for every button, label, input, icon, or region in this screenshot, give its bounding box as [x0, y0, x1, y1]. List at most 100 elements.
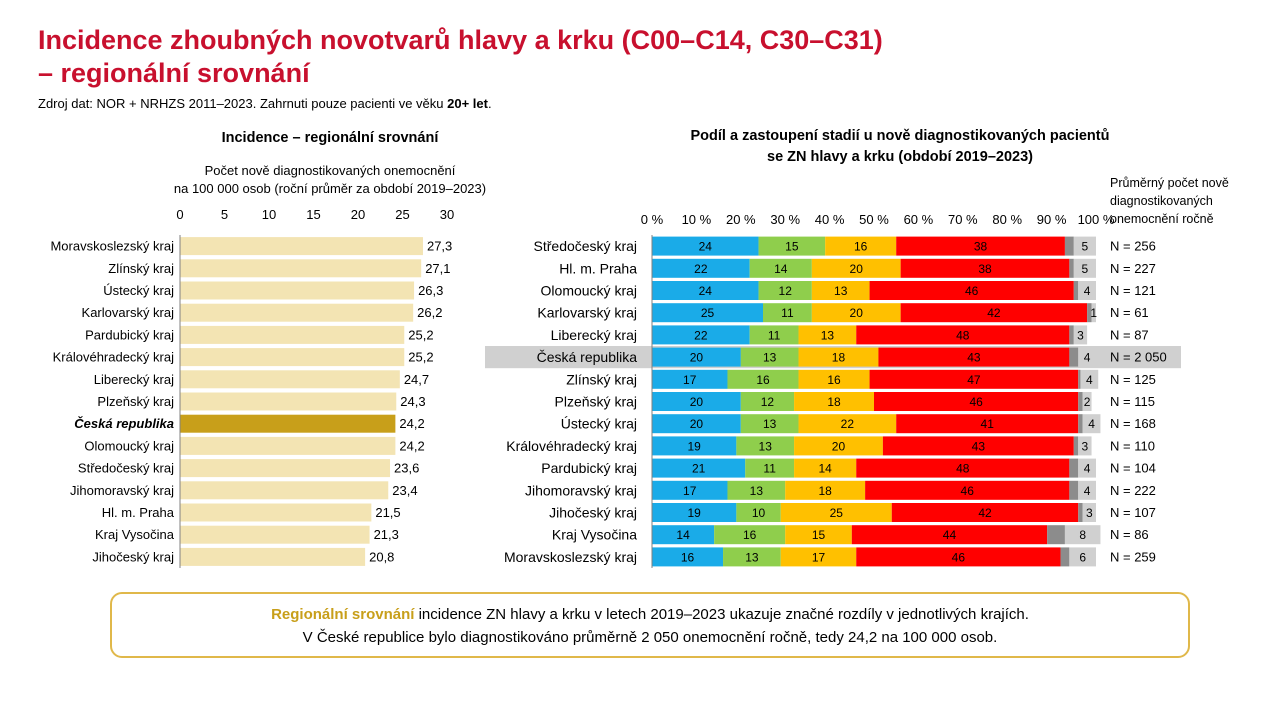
- summary-text1: incidence ZN hlavy a krku v letech 2019–…: [414, 606, 1029, 623]
- stage-segment-label: 24: [699, 284, 713, 298]
- stage-segment-label: 22: [694, 328, 708, 342]
- stage-segment-label: 10: [752, 506, 766, 520]
- incidence-value-label: 24,2: [399, 416, 424, 431]
- stage-bar-segment: [798, 325, 857, 345]
- stage-n-label: N = 227: [1110, 261, 1156, 276]
- stage-segment-label: 46: [961, 484, 975, 498]
- incidence-value-label: 26,3: [418, 283, 443, 298]
- incidence-value-label: 23,4: [392, 483, 417, 498]
- stage-bar-segment: [882, 436, 1074, 456]
- stage-segment-label: 3: [1086, 506, 1093, 520]
- stage-segment-label: 21: [692, 462, 706, 476]
- stage-segment-label: 11: [763, 462, 776, 476]
- incidence-bar: [180, 237, 423, 256]
- stage-bar-segment: [652, 258, 750, 278]
- stage-segment-label: 16: [854, 240, 868, 254]
- stage-bar-segment: [798, 369, 870, 389]
- stage-segment-label: 46: [969, 395, 983, 409]
- incidence-value-label: 25,2: [408, 350, 433, 365]
- stage-n-label: N = 168: [1110, 416, 1156, 431]
- stage-segment-label: 11: [781, 306, 794, 320]
- stage-bar-segment: [763, 303, 812, 323]
- stage-segment-label: 20: [690, 417, 704, 431]
- stage-bar-segment: [1060, 547, 1070, 567]
- n-column-header-line1: Průměrný počet nově: [1110, 176, 1229, 190]
- stage-segment-label: 1: [1090, 306, 1097, 320]
- stage-bar-segment: [652, 281, 759, 300]
- stage-segment-label: 20: [832, 439, 846, 453]
- incidence-chart-title: Incidence – regionální srovnání: [221, 130, 439, 146]
- stage-category-label: Kraj Vysočina: [552, 527, 637, 543]
- incidence-x-tick-label: 0: [176, 207, 183, 222]
- stage-bar-segment: [811, 258, 901, 278]
- stage-category-label: Královéhradecký kraj: [506, 438, 637, 454]
- stage-x-tick-label: 20 %: [726, 212, 756, 227]
- stage-segment-label: 13: [834, 284, 848, 298]
- stage-bar-segment: [1069, 458, 1079, 478]
- stage-bar-segment: [714, 525, 786, 545]
- stage-chart-title: Podíl a zastoupení stadií u nově diagnos…: [600, 126, 1200, 168]
- stage-segment-label: 22: [841, 417, 855, 431]
- stage-bar-segment: [785, 525, 852, 545]
- stage-segment-label: 20: [850, 262, 864, 276]
- stage-n-label: N = 256: [1110, 239, 1156, 254]
- stage-n-label: N = 87: [1110, 327, 1149, 342]
- stage-x-tick-label: 100 %: [1078, 212, 1115, 227]
- stage-bar-segment: [652, 236, 759, 256]
- incidence-value-label: 25,2: [408, 327, 433, 342]
- n-column-header: Průměrný počet nově diagnostikovaných on…: [1110, 174, 1270, 228]
- stage-segment-label: 2: [1084, 395, 1091, 409]
- stage-segment-label: 25: [701, 306, 715, 320]
- stage-bar-segment: [758, 281, 812, 300]
- stage-bar-segment: [652, 503, 737, 522]
- stage-segment-label: 19: [688, 439, 702, 453]
- stage-bar-segment: [652, 458, 746, 478]
- incidence-axis-title-line1: Počet nově diagnostikovaných onemocnění: [204, 163, 456, 178]
- incidence-value-label: 21,3: [374, 527, 399, 542]
- incidence-category-label: Ústecký kraj: [103, 283, 174, 298]
- stage-segment-label: 24: [699, 240, 713, 254]
- stage-bar-segment: [652, 547, 724, 567]
- stage-bar-segment: [1078, 347, 1096, 367]
- stage-bar-segment: [878, 347, 1070, 367]
- incidence-bar: [180, 303, 414, 322]
- incidence-bar: [180, 348, 405, 367]
- stage-x-tick-label: 40 %: [815, 212, 845, 227]
- incidence-category-label: Moravskoslezský kraj: [50, 239, 174, 254]
- stage-bar-segment: [825, 236, 897, 256]
- incidence-x-tick-label: 20: [351, 207, 365, 222]
- stage-bar-segment: [1082, 503, 1096, 522]
- stage-bar-segment: [736, 503, 781, 522]
- stage-segment-label: 20: [690, 351, 704, 365]
- stage-segment-label: 48: [956, 328, 970, 342]
- stage-n-label: N = 104: [1110, 461, 1156, 476]
- stage-segment-label: 12: [761, 395, 775, 409]
- stage-x-tick-label: 60 %: [904, 212, 934, 227]
- stage-segment-label: 13: [763, 351, 777, 365]
- incidence-category-label: Jihomoravský kraj: [70, 483, 174, 498]
- incidence-bar: [180, 370, 400, 389]
- stage-bar-segment: [740, 414, 799, 434]
- stage-bar-segment: [1082, 414, 1101, 434]
- page-title: Incidence zhoubných novotvarů hlavy a kr…: [38, 24, 1238, 90]
- stage-segment-label: 13: [759, 439, 773, 453]
- stage-segment-label: 16: [827, 373, 841, 387]
- incidence-bar: [180, 459, 391, 478]
- stage-bar-segment: [856, 547, 1061, 567]
- stage-bar-segment: [798, 414, 897, 434]
- stage-segment-label: 4: [1086, 373, 1093, 387]
- stage-bar-segment: [900, 303, 1088, 323]
- incidence-bar: [180, 436, 396, 455]
- stage-n-label: N = 2 050: [1110, 350, 1167, 365]
- stage-segment-label: 15: [785, 240, 799, 254]
- incidence-category-label: Královéhradecký kraj: [53, 350, 174, 365]
- incidence-category-label: Zlínský kraj: [108, 261, 174, 276]
- stage-segment-label: 46: [965, 284, 979, 298]
- stage-segment-label: 42: [978, 506, 992, 520]
- stage-bar-segment: [1080, 369, 1099, 389]
- stage-bar-segment: [1078, 503, 1083, 522]
- stage-x-tick-label: 30 %: [770, 212, 800, 227]
- stage-bar-segment: [1047, 525, 1065, 545]
- incidence-bar: [180, 414, 396, 433]
- n-column-header-line3: onemocnění ročně: [1110, 212, 1214, 226]
